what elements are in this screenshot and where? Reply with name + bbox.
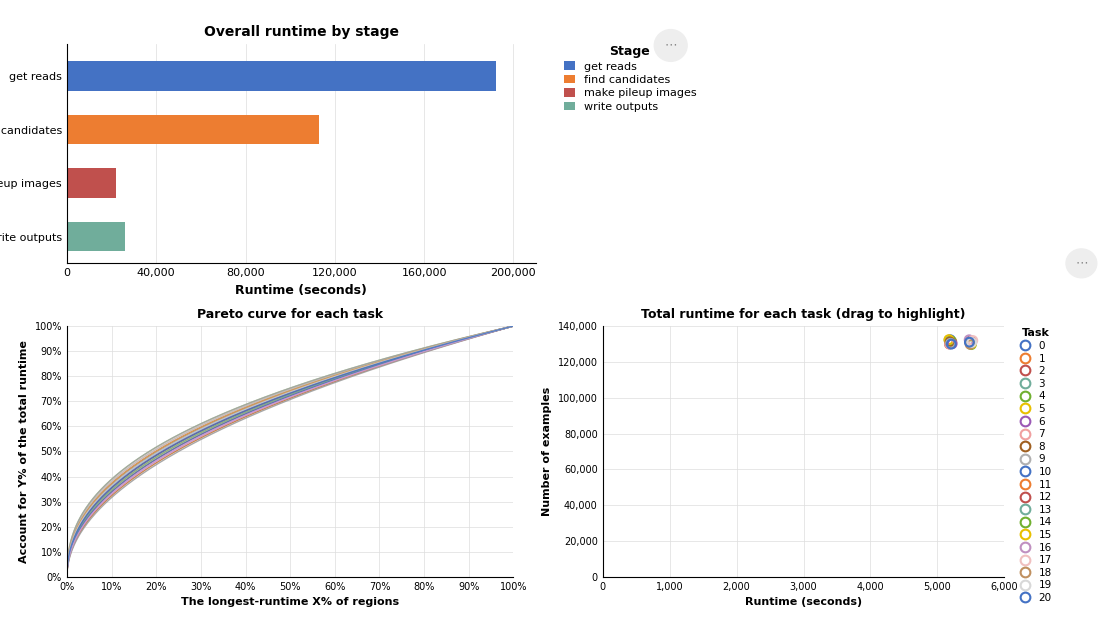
Point: [961, 339, 979, 349]
Text: ⋯: ⋯: [1075, 256, 1088, 269]
Circle shape: [1066, 249, 1097, 278]
Point: [943, 339, 961, 349]
Bar: [67, 115, 319, 144]
Title: Pareto curve for each task: Pareto curve for each task: [198, 308, 383, 320]
Point: [941, 337, 959, 347]
Point: [941, 339, 959, 349]
Legend: 0, 1, 2, 3, 4, 5, 6, 7, 8, 9, 10, 11, 12, 13, 14, 15, 16, 17, 18, 19, 20: 0, 1, 2, 3, 4, 5, 6, 7, 8, 9, 10, 11, 12…: [1018, 326, 1054, 605]
Y-axis label: Account for Y% of the total runtime: Account for Y% of the total runtime: [19, 340, 29, 563]
Title: Overall runtime by stage: Overall runtime by stage: [204, 24, 398, 38]
Point: [964, 335, 982, 345]
Point: [940, 335, 958, 345]
Point: [941, 339, 959, 349]
Point: [960, 335, 978, 345]
Point: [942, 339, 960, 349]
Text: ⋯: ⋯: [664, 38, 677, 51]
Bar: [67, 168, 116, 198]
Y-axis label: Number of examples: Number of examples: [542, 387, 552, 516]
Point: [961, 337, 979, 347]
Point: [961, 337, 979, 347]
Circle shape: [654, 29, 687, 61]
X-axis label: The longest-runtime X% of regions: The longest-runtime X% of regions: [181, 598, 400, 608]
Title: Total runtime for each task (drag to highlight): Total runtime for each task (drag to hig…: [642, 308, 965, 320]
X-axis label: Runtime (seconds): Runtime (seconds): [745, 598, 862, 608]
Point: [940, 335, 958, 345]
Point: [961, 338, 979, 348]
Point: [942, 336, 960, 346]
Point: [962, 335, 980, 345]
Point: [942, 339, 960, 349]
Point: [963, 337, 981, 347]
Point: [943, 337, 961, 347]
Point: [962, 339, 980, 349]
Bar: [67, 222, 125, 251]
Bar: [67, 61, 496, 91]
Point: [942, 335, 960, 345]
Legend: get reads, find candidates, make pileup images, write outputs: get reads, find candidates, make pileup …: [564, 45, 696, 112]
X-axis label: Runtime (seconds): Runtime (seconds): [235, 284, 367, 297]
Point: [962, 340, 980, 350]
